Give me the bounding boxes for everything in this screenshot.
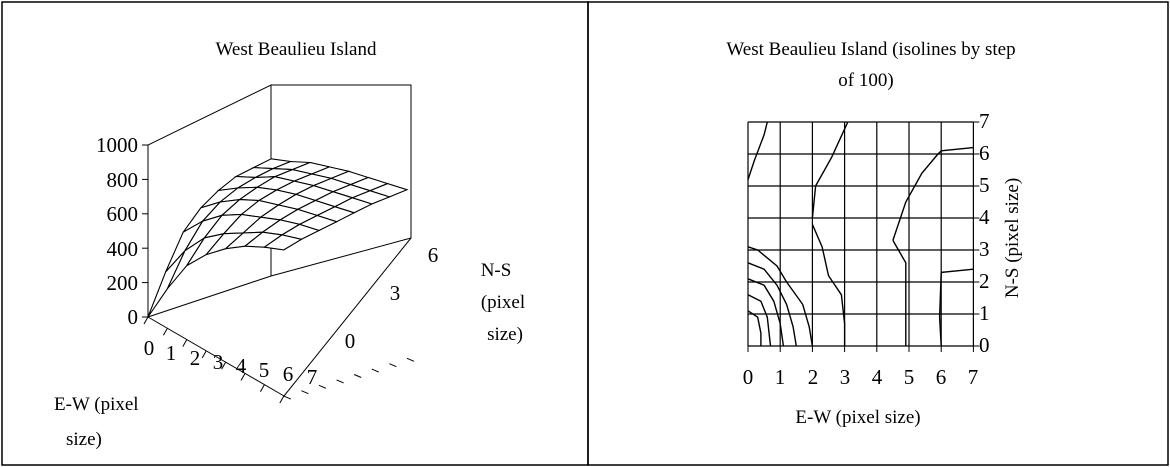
surface-x-tick-marks: [143, 316, 285, 404]
y-tick-mark: [336, 379, 344, 384]
x-tick-label: 5: [259, 358, 270, 382]
z-tick-label: 600: [107, 202, 139, 226]
x-tick-label: 2: [190, 346, 201, 370]
right-panel-frame: [587, 1, 1169, 466]
surface-cell: [147, 250, 186, 318]
contour-x-tick-label: 0: [743, 365, 754, 389]
x-tick-mark: [162, 328, 168, 336]
contour-y-tick-label: 3: [979, 237, 990, 261]
z-tick-label: 200: [107, 271, 139, 295]
contour-x-tick-label: 5: [904, 365, 915, 389]
x-tick-mark: [259, 384, 265, 393]
contour-x-tick-label: 3: [840, 365, 851, 389]
x-axis-label-line: E-W (pixel: [54, 394, 139, 415]
x-tick-label: 1: [166, 341, 177, 365]
surface-chart-walls: [147, 84, 412, 397]
contour-y-tick-label: 1: [979, 301, 990, 325]
isoline: [747, 246, 814, 347]
x-tick-mark: [221, 361, 227, 370]
x-axis-label-line: size): [66, 429, 102, 450]
isoline: [892, 240, 907, 346]
y-tick-label: 0: [345, 329, 356, 353]
y-tick-mark: [371, 368, 379, 373]
contour-x-tick-label: 2: [808, 365, 819, 389]
y-tick-label: 3: [390, 281, 401, 305]
z-tick-label: 1000: [96, 133, 138, 157]
y-tick-mark: [301, 390, 309, 395]
z-tick-label: 400: [107, 237, 139, 261]
isoline: [811, 224, 846, 346]
x-tick-label: 3: [213, 350, 224, 374]
contour-x-axis-label: E-W (pixel size): [795, 407, 920, 428]
contour-y-tick-label: 2: [979, 269, 990, 293]
contour-chart-title-line: West Beaulieu Island (isolines by step: [726, 39, 1015, 60]
contour-y-tick-label: 5: [979, 173, 990, 197]
y-tick-label: 6: [428, 243, 439, 267]
floor-y-edge: [283, 237, 412, 397]
x-tick-mark: [182, 339, 188, 347]
isoline: [747, 262, 797, 347]
y-tick-mark: [406, 357, 415, 362]
x-tick-label: 4: [236, 354, 247, 378]
surface-chart-title: West Beaulieu Island: [216, 39, 377, 60]
z-tick-label: 800: [107, 168, 139, 192]
surface-mesh: [147, 158, 409, 318]
x-tick-mark: [279, 395, 285, 404]
y-tick-mark: [318, 384, 327, 389]
back-wall-right: [270, 84, 412, 277]
contour-x-tick-label: 7: [968, 365, 979, 389]
contour-x-tick-label: 6: [936, 365, 947, 389]
isoline: [811, 121, 849, 219]
y-axis-label-line: (pixel: [481, 292, 525, 313]
contour-chart-title-line: of 100): [838, 70, 893, 91]
contour-y-tick-label: 7: [979, 109, 990, 133]
surface-chart: West Beaulieu Island 1000 800 600 400 20…: [54, 39, 525, 450]
x-tick-mark: [143, 316, 149, 325]
surface-cell: [262, 234, 303, 251]
contour-x-tick-label: 4: [872, 365, 883, 389]
y-axis-label-line: N-S: [481, 260, 512, 281]
x-tick-label: 0: [144, 336, 155, 360]
z-tick-label: 0: [128, 305, 139, 329]
contour-y-tick-label: 6: [979, 141, 990, 165]
isoline: [747, 278, 785, 347]
x-tick-mark: [201, 350, 207, 359]
y-tick-mark: [389, 363, 397, 368]
isoline: [747, 310, 762, 346]
isoline: [938, 268, 974, 347]
surface-z-tick-marks: [142, 144, 148, 318]
contour-y-tick-label: 4: [979, 205, 990, 229]
contour-tick-marks: [747, 121, 980, 352]
x-tick-label: 6: [283, 362, 294, 386]
y-axis-label-line: size): [487, 324, 523, 345]
contour-y-axis-label: N-S (pixel size): [1002, 178, 1023, 298]
contour-chart: West Beaulieu Island (isolines by step o…: [726, 39, 1023, 428]
contour-grid: [747, 121, 975, 347]
contour-y-tick-label: 0: [979, 333, 990, 357]
x-tick-label: 7: [307, 365, 318, 389]
contour-isolines: [747, 121, 974, 347]
surface-y-tick-marks: [283, 357, 415, 400]
contour-x-tick-label: 1: [775, 365, 786, 389]
isoline: [892, 146, 974, 241]
floor-x-edge: [147, 316, 285, 397]
isoline: [747, 121, 768, 180]
y-tick-mark: [354, 374, 362, 378]
x-tick-mark: [240, 373, 246, 381]
isoline: [747, 294, 772, 347]
y-tick-mark: [283, 395, 291, 400]
